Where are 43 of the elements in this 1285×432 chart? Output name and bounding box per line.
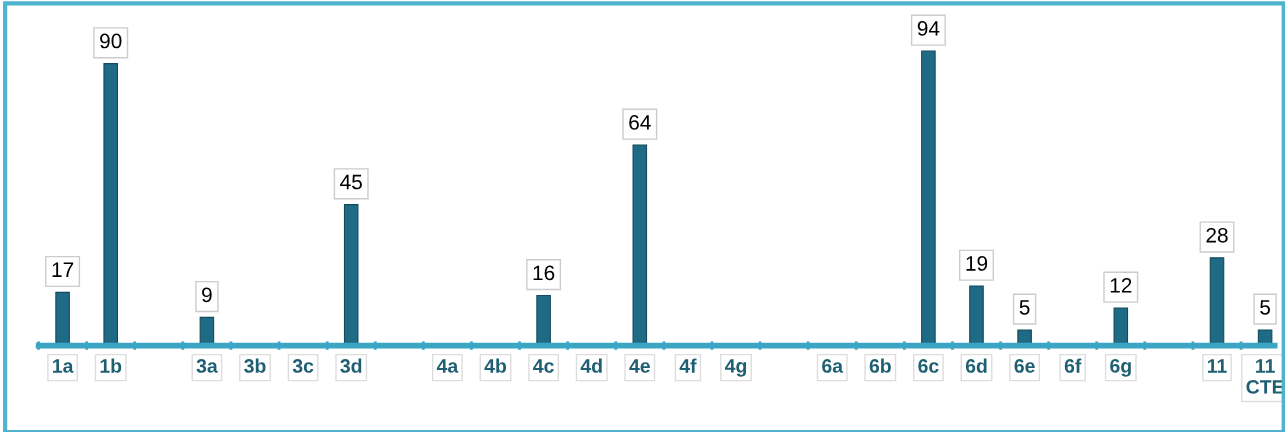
x-tick-label: 3c <box>292 359 314 373</box>
bar <box>343 204 359 346</box>
x-tick-label: 6d <box>965 358 987 373</box>
x-tick-label: 6e <box>1014 359 1035 373</box>
x-tick-label: 4d <box>580 358 602 373</box>
x-tick-label: 11 CTE <box>1246 359 1284 394</box>
data-label: 19 <box>966 256 988 271</box>
x-tick-label: 4e <box>629 359 650 373</box>
data-label: 17 <box>52 262 74 277</box>
x-tick-label: 4a <box>436 359 459 373</box>
data-label: 90 <box>100 33 122 49</box>
bar <box>632 144 648 346</box>
data-label: 12 <box>1110 278 1132 293</box>
x-tick-label: 6g <box>1110 358 1131 377</box>
x-tick-label: 4b <box>484 358 507 373</box>
bar <box>1209 257 1225 346</box>
bar <box>969 285 984 346</box>
x-tick-label: 6b <box>869 358 891 373</box>
x-tick-label: 6a <box>822 359 844 373</box>
bar <box>103 63 118 346</box>
data-label: 16 <box>533 265 555 281</box>
x-tick-label: 3b <box>244 358 266 373</box>
x-tick-label: 6c <box>918 359 939 373</box>
bar <box>1113 307 1129 346</box>
bar <box>921 50 936 346</box>
bar <box>536 294 551 346</box>
x-tick-label: 4c <box>533 359 554 373</box>
x-tick-label: 6f <box>1064 358 1082 373</box>
x-tick-label: 3a <box>196 359 218 373</box>
x-tick-label: 1a <box>53 359 74 373</box>
data-label: 94 <box>917 21 940 36</box>
x-tick-label: 1b <box>100 358 122 373</box>
x-tick-label: 4f <box>679 358 697 373</box>
bar <box>55 291 70 346</box>
data-label: 5 <box>1019 300 1030 315</box>
data-label: 28 <box>1206 227 1228 243</box>
x-tick-label: 11 <box>1207 359 1227 373</box>
data-label: 9 <box>202 287 212 303</box>
data-label: 64 <box>629 115 651 130</box>
data-label: 5 <box>1260 300 1271 315</box>
x-tick-label: 4g <box>724 359 747 377</box>
x-tick-label: 3d <box>340 358 362 373</box>
data-label: 45 <box>340 174 362 190</box>
